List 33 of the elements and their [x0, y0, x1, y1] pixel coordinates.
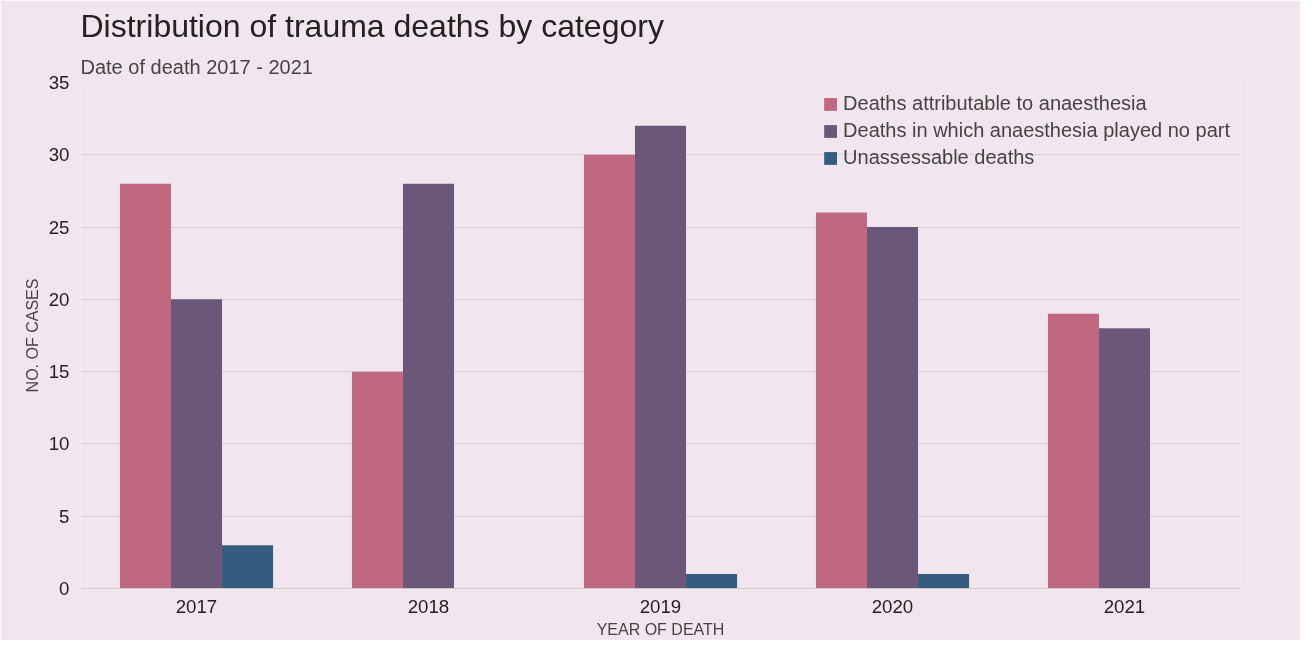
bar — [866, 227, 919, 589]
bar — [815, 212, 867, 589]
legend-label: Unassessable deaths — [843, 146, 1035, 169]
y-tick-label: 10 — [48, 433, 70, 455]
x-tick-label: 2017 — [175, 595, 218, 617]
legend-label: Deaths in which anaesthesia played no part — [843, 119, 1230, 142]
x-axis-title: YEAR OF DEATH — [596, 620, 725, 638]
chart-title: Distribution of trauma deaths by category — [80, 7, 664, 44]
y-tick-label: 25 — [48, 216, 70, 238]
bar — [1098, 328, 1151, 589]
y-tick-label: 20 — [48, 288, 70, 310]
bar — [918, 574, 970, 589]
bar — [583, 154, 635, 589]
bar — [170, 299, 223, 589]
y-axis-title: NO. OF CASES — [23, 278, 41, 393]
x-tick-label: 2019 — [639, 595, 682, 617]
y-tick-label: 5 — [59, 505, 70, 527]
bar — [634, 125, 687, 589]
x-tick-label: 2021 — [1103, 595, 1146, 617]
bar — [1047, 313, 1099, 589]
y-tick-label: 15 — [48, 361, 70, 383]
bar — [351, 371, 403, 589]
bar — [119, 183, 171, 589]
x-tick-label: 2018 — [407, 595, 450, 617]
y-tick-label: 30 — [48, 144, 70, 166]
y-tick-label: 35 — [48, 72, 70, 93]
bar — [686, 574, 738, 589]
x-tick-label: 2020 — [871, 595, 914, 617]
chart-subtitle: Date of death 2017 - 2021 — [80, 55, 313, 78]
y-tick-label: 0 — [59, 578, 70, 599]
bar — [222, 545, 274, 589]
bar — [402, 183, 455, 589]
legend-label: Deaths attributable to anaesthesia — [843, 92, 1147, 115]
